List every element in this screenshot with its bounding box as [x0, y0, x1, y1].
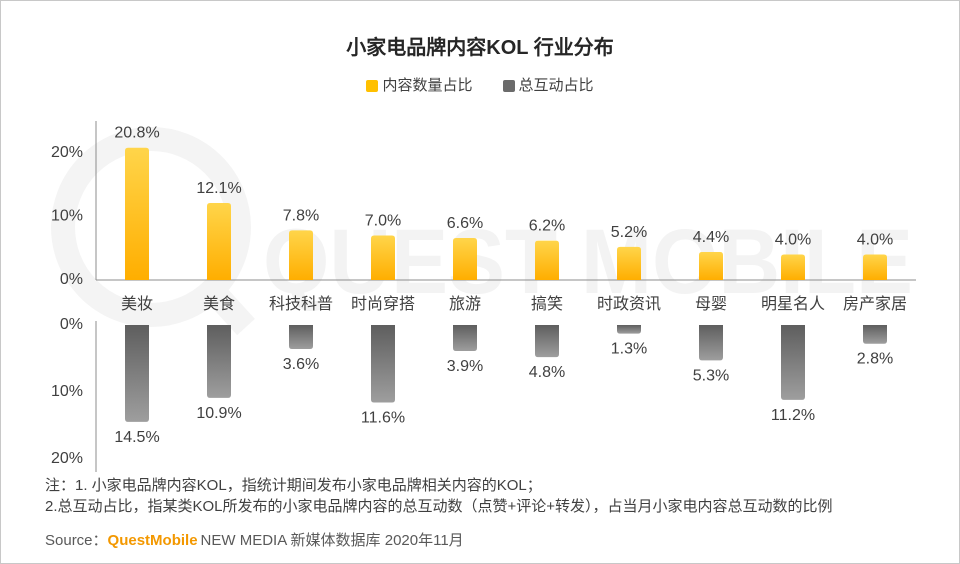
lower-tick-label: 10%: [51, 383, 83, 400]
category-label: 房产家居: [843, 295, 907, 313]
interaction-share-bar: [371, 325, 395, 403]
upper-tick-label: 20%: [51, 144, 83, 161]
category-label: 时尚穿搭: [351, 295, 415, 313]
legend-item-interaction-share: 总互动占比: [502, 77, 594, 95]
footnote-1: 注：1. 小家电品牌内容KOL，指统计期间发布小家电品牌相关内容的KOL；: [45, 477, 542, 494]
content-share-value-label: 4.4%: [693, 229, 729, 246]
legend-swatch-interaction-share: [502, 80, 515, 92]
axes: 0% 10% 20% 0% 10% 20%: [51, 121, 916, 472]
category-label: 美妆: [121, 295, 153, 313]
interaction-share-value-label: 11.6%: [361, 410, 405, 427]
interaction-share-value-label: 1.3%: [611, 341, 647, 358]
interaction-share-bar: [125, 325, 149, 422]
content-share-bar: [371, 235, 395, 280]
content-share-value-label: 7.8%: [283, 207, 319, 224]
legend-label-interaction-share: 总互动占比: [518, 77, 594, 94]
content-share-value-label: 12.1%: [196, 180, 241, 197]
category-label: 旅游: [449, 295, 481, 313]
interaction-share-value-label: 14.5%: [114, 429, 159, 446]
interaction-share-bars: [125, 325, 887, 422]
content-share-bar: [207, 203, 231, 280]
lower-tick-label: 20%: [51, 450, 83, 467]
content-share-value-label: 20.8%: [114, 125, 159, 142]
chart-title: 小家电品牌内容KOL 行业分布: [346, 37, 614, 59]
interaction-share-value-label: 10.9%: [196, 405, 241, 422]
interaction-share-bar: [535, 325, 559, 358]
content-share-bar: [699, 252, 723, 280]
content-share-bar: [535, 240, 559, 280]
interaction-share-bar: [289, 325, 313, 350]
legend-label-content-share: 内容数量占比: [382, 77, 473, 94]
footnotes: 注：1. 小家电品牌内容KOL，指统计期间发布小家电品牌相关内容的KOL； 2.…: [45, 475, 833, 517]
interaction-share-bar: [207, 325, 231, 398]
interaction-share-bar: [699, 325, 723, 361]
source-label: Source：: [45, 532, 108, 549]
interaction-share-value-label: 11.2%: [771, 407, 815, 424]
content-share-value-label: 7.0%: [365, 212, 401, 229]
category-label: 明星名人: [761, 295, 825, 313]
content-share-value-label: 4.0%: [775, 232, 811, 249]
content-share-value-label: 6.6%: [447, 215, 483, 232]
content-share-bars: [125, 147, 887, 280]
content-share-value-label: 5.2%: [611, 224, 647, 241]
interaction-share-value-label: 3.6%: [283, 356, 319, 373]
source-line: Source：QuestMobile NEW MEDIA 新媒体数据库 2020年…: [45, 531, 464, 551]
legend: 内容数量占比 总互动占比: [1, 77, 959, 95]
interaction-share-bar: [453, 325, 477, 352]
category-label: 美食: [203, 295, 235, 313]
upper-tick-label: 10%: [51, 208, 83, 225]
upper-tick-label: 0%: [60, 271, 83, 288]
content-share-value-label: 6.2%: [529, 218, 565, 235]
content-share-bar: [863, 254, 887, 280]
interaction-share-value-label: 4.8%: [529, 364, 565, 381]
watermark-logo-tail-icon: [197, 274, 255, 336]
footnote-2: 2.总互动占比，指某类KOL所发布的小家电品牌内容的总互动数（点赞+评论+转发）…: [45, 498, 833, 515]
content-share-bar: [617, 246, 641, 280]
interaction-share-bar: [781, 325, 805, 400]
content-share-bar: [125, 147, 149, 280]
interaction-share-bar: [863, 325, 887, 344]
source-brand: QuestMobile: [107, 532, 198, 549]
interaction-share-value-label: 3.9%: [447, 358, 483, 375]
watermark-logo-icon: [51, 127, 251, 327]
category-label: 搞笑: [531, 295, 563, 313]
legend-swatch-content-share: [366, 80, 379, 92]
interaction-share-value-label: 5.3%: [693, 367, 729, 384]
interaction-share-value-label: 2.8%: [857, 351, 893, 368]
category-label: 科技科普: [269, 295, 333, 313]
interaction-share-bar: [617, 325, 641, 334]
category-label: 母婴: [695, 296, 727, 313]
legend-item-content-share: 内容数量占比: [366, 77, 473, 95]
source-text: NEW MEDIA 新媒体数据库 2020年11月: [200, 532, 464, 549]
content-share-bar: [289, 230, 313, 280]
chart-labels: 20.8% 美妆 14.5% 12.1% 美食 10.9% 7.8% 科技科普 3.6% 7.0%…: [114, 125, 907, 446]
lower-tick-label: 0%: [60, 316, 83, 333]
content-share-value-label: 4.0%: [857, 232, 893, 249]
category-label: 时政资讯: [597, 295, 661, 313]
content-share-bar: [453, 238, 477, 280]
content-share-bar: [781, 254, 805, 280]
